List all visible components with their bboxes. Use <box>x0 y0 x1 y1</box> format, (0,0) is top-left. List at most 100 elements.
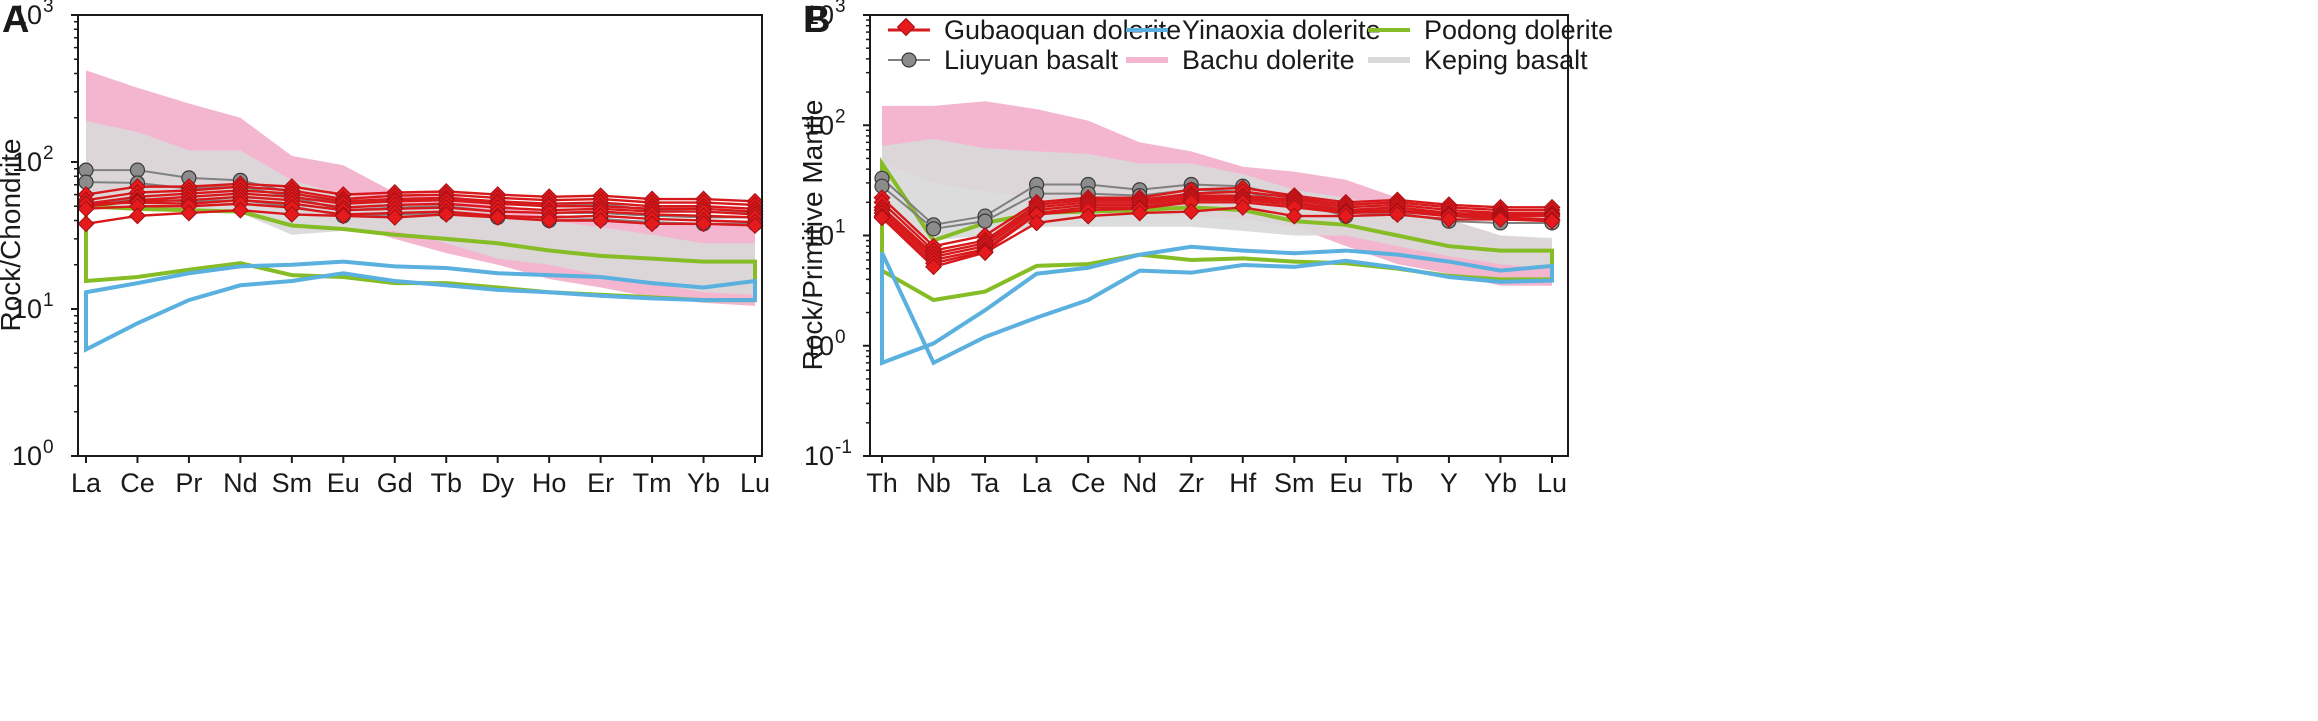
panel-a-gubaoquan-point <box>695 215 713 233</box>
panel-a-gubaoquan-point <box>643 215 661 233</box>
panel-a-x-tick-label: Eu <box>327 468 360 498</box>
panel-b-y-tick-exponent: 0 <box>835 327 846 348</box>
panel-a-x-tick-label: Sm <box>272 468 313 498</box>
legend-podong-label: Podong dolerite <box>1424 15 1613 45</box>
panel-b-letter: B <box>803 0 830 41</box>
panel-a-gubaoquan-point <box>77 200 95 218</box>
panel-b-gubaoquan-point <box>1079 207 1097 225</box>
panel-b-gubaoquan-point <box>976 244 994 262</box>
legend-bachu-label: Bachu dolerite <box>1182 45 1355 75</box>
panel-a-liuyuan-line-3 <box>85 198 755 225</box>
panel-b-gubaoquan-line-2 <box>881 190 1552 252</box>
panel-b-gubaoquan-point <box>873 209 891 227</box>
panel-a-y-tick-exponent: 2 <box>43 143 54 164</box>
panel-b-x-tick-label: Yb <box>1484 468 1517 498</box>
panel-a-x-tick-label: Tm <box>633 468 672 498</box>
panel-b-gubaoquan-point <box>1285 198 1303 216</box>
legend-liuyuan-marker <box>901 52 917 68</box>
panel-a-gubaoquan-line-8 <box>85 208 756 227</box>
panel-a-x-tick-label: Gd <box>377 468 413 498</box>
panel-b-gubaoquan-point <box>1182 193 1200 211</box>
panel-b-gubaoquan-line-6 <box>881 201 1553 265</box>
panel-b-y-tick-label: 10 <box>804 441 834 471</box>
panel-a-gubaoquan-point <box>386 208 404 226</box>
panel-a-polygons <box>84 204 757 353</box>
panel-a-x-tick-label: Dy <box>481 468 514 498</box>
panel-a-gubaoquan-point <box>128 207 146 225</box>
panel-a-x-tick-label: Nd <box>223 468 258 498</box>
panel-a-liuyuan-line-2 <box>85 181 755 219</box>
panel-a-y-tick-exponent: 1 <box>43 290 54 311</box>
panel-a-gubaoquan-point <box>231 201 249 219</box>
panel-b-y-tick-exponent: 3 <box>835 0 846 17</box>
panel-b-gubaoquan-point <box>1440 210 1458 228</box>
panel-b-y-tick-label: 10 <box>804 110 834 140</box>
panel-b-x-tick-label: Y <box>1440 468 1458 498</box>
panel-b-gubaoquan-point <box>1388 206 1406 224</box>
panel-a-x-tick-label: Yb <box>687 468 720 498</box>
legend-item-liuyuan: Liuyuan basalt <box>888 45 1119 75</box>
panel-b-gubaoquan-line-7 <box>881 206 1553 269</box>
panel-a-gubaoquan-point <box>592 212 610 229</box>
legend-yinaoxia-label: Yinaoxia dolerite <box>1182 15 1381 45</box>
panel-a-gubaoquan-line-3 <box>85 189 756 211</box>
panel-b-gubaoquan-line-4 <box>881 196 1552 259</box>
panel-b-x-tick-label: Eu <box>1329 468 1362 498</box>
panel-b-gubaoquan-point <box>1491 210 1509 228</box>
panel-a-y-tick-exponent: 3 <box>43 0 54 17</box>
panel-a-gubaoquan-line-4 <box>85 192 756 213</box>
panel-a-letter: A <box>2 0 29 41</box>
panel-b-yinaoxia-polygon <box>880 244 1554 366</box>
panel-a-yinaoxia-polygon <box>84 259 757 353</box>
panel-b-liuyuan-point <box>925 221 942 237</box>
panel-b-y-tick-exponent: -1 <box>835 437 852 458</box>
panel-a-x-tick-label: Tb <box>430 468 462 498</box>
panel-b-y-tick-label: 10 <box>804 331 834 361</box>
panel-a-y-axis-title: Rock/Chondrite <box>0 139 26 332</box>
panel-b-y-tick-exponent: 1 <box>835 217 846 238</box>
panel-b-liuyuan-point <box>977 213 993 229</box>
panel-a-gubaoquan-point <box>334 207 352 225</box>
panel-a-gubaoquan-point <box>489 208 507 226</box>
panel-b-x-tick-label: Ce <box>1071 468 1106 498</box>
panel-b-gubaoquan-line-5 <box>881 198 1552 262</box>
panel-b-x-tick-label: Tb <box>1382 468 1414 498</box>
panel-b-x-tick-label: Zr <box>1178 468 1203 498</box>
panel-a-gubaoquan-line-1 <box>85 182 756 203</box>
panel-b-y-axis-title: Rock/Primitive Mantle <box>797 100 828 371</box>
panel-b-x-tick-label: La <box>1022 468 1053 498</box>
legend-item-keping: Keping basalt <box>1368 45 1588 75</box>
panel-b-gubaoquan-point <box>925 258 943 276</box>
panel-b-gubaoquan-point <box>1234 198 1252 216</box>
panel-b-y-tick-label: 10 <box>804 221 834 251</box>
panel-b-x-tick-label: Ta <box>971 468 1001 498</box>
panel-b-series <box>873 170 1561 276</box>
panel-a-x-tick-label: La <box>71 468 102 498</box>
legend-item-yinaoxia: Yinaoxia dolerite <box>1126 15 1381 45</box>
panel-a-y-tick-exponent: 0 <box>43 437 54 458</box>
panel-a-gubaoquan-line-2 <box>85 185 756 207</box>
panel-a-x-tick-label: Ho <box>532 468 567 498</box>
panel-a-gubaoquan-point <box>540 212 558 229</box>
legend-gubaoquan-marker <box>896 17 916 37</box>
legend-keping-label: Keping basalt <box>1424 45 1588 75</box>
panel-b-gubaoquan-line-3 <box>881 194 1552 256</box>
panel-a-gubaoquan-point <box>283 205 301 223</box>
panel-a-gubaoquan-line-7 <box>85 202 756 224</box>
panel-b-gubaoquan-point <box>1131 204 1149 222</box>
panel-b-x-tick-label: Nb <box>916 468 951 498</box>
panel-b-x-tick-label: Lu <box>1537 468 1567 498</box>
panel-b-x-tick-label: Nd <box>1122 468 1157 498</box>
panel-b-y-tick-label: 10 <box>804 0 834 30</box>
panel-a-gubaoquan-point <box>180 204 198 222</box>
panel-a-gubaoquan-point <box>77 215 95 233</box>
panel-a-x-tick-label: Er <box>587 468 614 498</box>
panel-a-gubaoquan-point <box>437 205 455 223</box>
panel-b-x-tick-label: Th <box>866 468 898 498</box>
legend-liuyuan-label: Liuyuan basalt <box>944 45 1119 75</box>
